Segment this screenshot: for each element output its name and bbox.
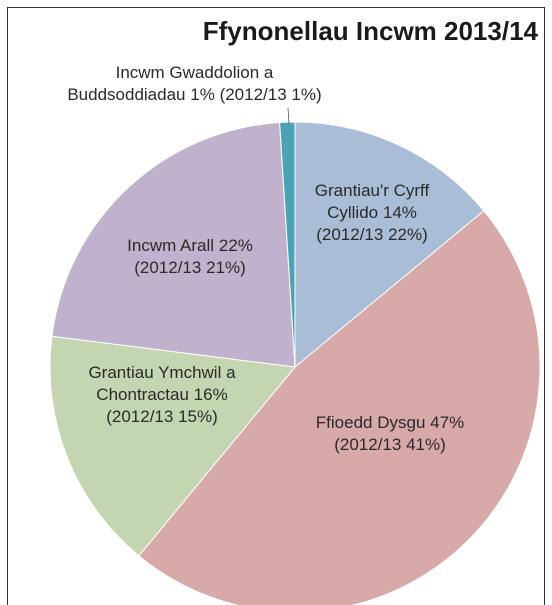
prior-label: (2012/13 41%) [334, 435, 446, 454]
pie-slice [51, 121, 296, 368]
value-label: 1% [190, 85, 215, 104]
prior-label: (2012/13 22%) [316, 225, 428, 244]
leader-line [287, 107, 290, 125]
pie-slice [138, 210, 541, 605]
slice-label: Incwm Arall 22% (2012/13 21%) [95, 235, 285, 279]
value-label: 14% [382, 203, 417, 222]
pie-slice [294, 121, 485, 369]
prior-label: (2012/13 1%) [219, 85, 322, 104]
value-label: 47% [430, 413, 465, 432]
value-label: 22% [218, 236, 253, 255]
frame [7, 7, 545, 605]
chart-title: Ffynonellau Incwm 2013/14 [202, 16, 538, 46]
category-name: Grantiau'r Cyrff Cyllido [314, 181, 430, 222]
prior-label: (2012/13 15%) [106, 407, 218, 426]
category-name: Grantiau Ymchwil a Chontractau [88, 363, 236, 404]
slice-label: Grantiau'r Cyrff Cyllido 14% (2012/13 22… [292, 180, 452, 246]
value-label: 16% [193, 385, 228, 404]
category-name: Incwm Gwaddolion a Buddsoddiadau [67, 63, 274, 104]
pie-slice [279, 121, 296, 368]
category-name: Ffioedd Dysgu [315, 413, 426, 432]
pie-slice [49, 335, 296, 557]
slice-label: Ffioedd Dysgu 47% (2012/13 41%) [290, 412, 490, 456]
category-name: Incwm Arall [127, 236, 215, 255]
slice-label: Incwm Gwaddolion a Buddsoddiadau 1% (201… [62, 62, 327, 106]
prior-label: (2012/13 21%) [134, 258, 246, 277]
slice-label: Grantiau Ymchwil a Chontractau 16% (2012… [72, 362, 252, 428]
